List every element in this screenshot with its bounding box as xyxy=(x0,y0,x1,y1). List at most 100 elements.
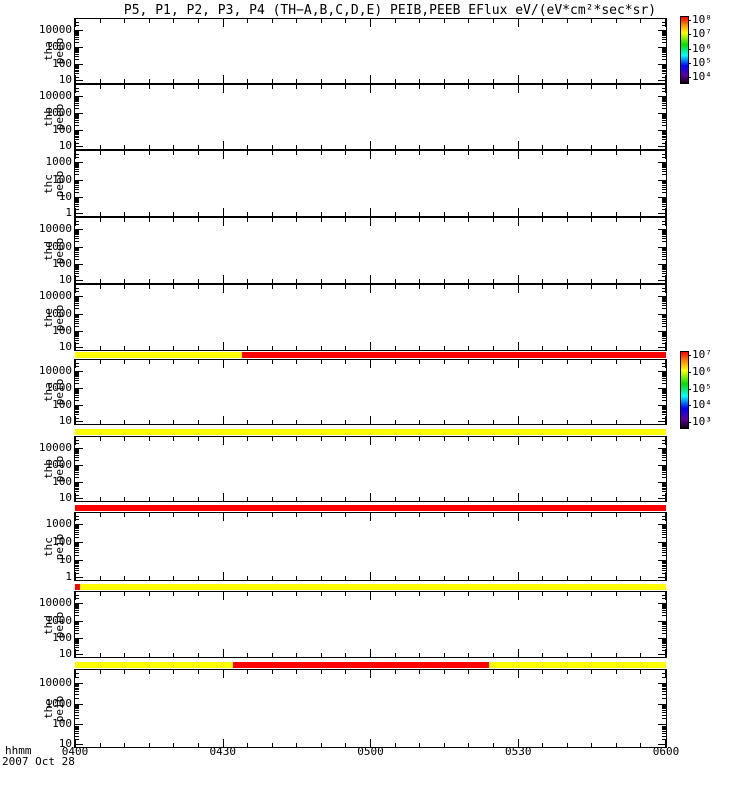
y-tick-label: 10 xyxy=(58,273,72,286)
colorbar-tick xyxy=(688,77,691,78)
status-bar-segment xyxy=(75,584,80,590)
panel-label-text: thc peeb xyxy=(42,170,66,197)
panel-box-tha-peib xyxy=(74,359,667,425)
status-bar-segment xyxy=(232,662,489,668)
colorbar-tick xyxy=(688,405,691,406)
colorbar-tick-label: 10³ xyxy=(692,415,712,428)
y-tick-label: 10 xyxy=(58,190,72,203)
axis-ticks xyxy=(75,218,666,283)
colorbar-tick xyxy=(688,63,691,64)
panel-label-text: the peeb xyxy=(42,304,66,331)
panel-box-tha-peeb xyxy=(74,18,667,84)
status-bar-tha-peib xyxy=(75,352,666,358)
colorbar-tick-label: 10⁶ xyxy=(692,41,712,55)
y-tick-label: 1000 xyxy=(45,458,73,471)
x-tick-label: 0530 xyxy=(505,745,532,758)
panel-box-the-peeb xyxy=(74,284,667,351)
panel-box-thd-peib xyxy=(74,591,667,658)
y-tick-label: 10000 xyxy=(38,441,72,454)
status-bar-segment xyxy=(242,352,666,358)
y-tick-label: 10 xyxy=(58,340,72,353)
panel-label-text: thc peib xyxy=(42,533,66,560)
y-tick-label: 1000 xyxy=(45,155,73,168)
colorbar-tick xyxy=(688,389,691,390)
y-tick-label: 100 xyxy=(52,257,72,270)
x-tick-label: 0430 xyxy=(209,745,237,758)
colorbar-2 xyxy=(680,351,689,429)
status-bar-segment xyxy=(79,584,666,590)
status-bar-segment xyxy=(75,352,243,358)
panel-box-thc-peib xyxy=(74,512,667,581)
y-tick-label: 1000 xyxy=(45,614,73,627)
y-tick-label: 10 xyxy=(58,491,72,504)
y-tick-label: 10 xyxy=(58,73,72,86)
panel-label-text: tha peeb xyxy=(42,37,66,65)
y-tick-label: 10 xyxy=(58,647,72,660)
y-tick-label: 10000 xyxy=(38,89,72,102)
panel-label-text: the peib xyxy=(42,695,66,722)
axis-ticks xyxy=(75,151,666,216)
status-bar-the-peib xyxy=(75,662,666,668)
colorbar-tick-label: 10⁴ xyxy=(692,70,712,83)
date-label: 2007 Oct 28 xyxy=(2,755,75,768)
x-tick-label: 0400 xyxy=(61,745,89,758)
y-tick-label: 100 xyxy=(52,475,72,488)
panel-label-text: thd peeb xyxy=(42,237,66,264)
y-tick-label: 100 xyxy=(52,717,72,730)
y-tick-label: 1 xyxy=(65,570,72,583)
panel-box-thc-peeb xyxy=(74,150,667,217)
y-tick-label: 1 xyxy=(65,206,72,219)
y-tick-label: 1000 xyxy=(45,517,73,530)
y-tick-label: 10000 xyxy=(38,364,72,377)
panel-label-text: thd peib xyxy=(42,611,66,638)
y-tick-label: 1000 xyxy=(45,307,73,320)
colorbar-tick xyxy=(688,34,691,35)
panel-label-text: tha peib xyxy=(42,378,66,406)
y-tick-label: 10000 xyxy=(38,289,72,302)
panel-box-thd-peeb xyxy=(74,217,667,284)
y-tick-label: 10 xyxy=(58,414,72,427)
colorbar-tick-label: 10⁵ xyxy=(692,55,712,69)
colorbar-tick-label: 10⁵ xyxy=(692,381,712,395)
y-tick-label: 10 xyxy=(58,737,72,750)
panel-box-thb-peib xyxy=(74,436,667,502)
status-bar-segment xyxy=(75,429,666,435)
colorbar-tick-label: 10⁶ xyxy=(692,364,712,378)
status-bar-segment xyxy=(75,505,666,511)
colorbar-tick-label: 10⁷ xyxy=(692,27,712,41)
y-tick-label: 10000 xyxy=(38,596,72,609)
y-tick-label: 10000 xyxy=(38,23,72,36)
panel-box-the-peib xyxy=(74,669,667,748)
x-tick-label: 0600 xyxy=(652,745,680,758)
y-tick-label: 10000 xyxy=(38,676,72,689)
y-tick-label: 1000 xyxy=(45,40,73,53)
y-tick-label: 100 xyxy=(52,123,72,136)
axis-ticks xyxy=(75,437,666,501)
status-bar-thd-peib xyxy=(75,584,666,590)
colorbar-tick xyxy=(688,20,691,21)
axis-ticks xyxy=(75,360,666,424)
x-axis-unit-label: hhmm xyxy=(5,744,32,757)
y-tick-label: 10000 xyxy=(38,222,72,235)
panel-label-text: thb peeb xyxy=(42,103,66,131)
colorbar-tick-label: 10⁴ xyxy=(692,398,712,412)
colorbar-tick xyxy=(688,49,691,50)
colorbar-tick xyxy=(688,422,691,423)
colorbar-1 xyxy=(680,16,689,84)
status-bar-thc-peib xyxy=(75,505,666,511)
axis-ticks xyxy=(75,285,666,350)
colorbar-tick-label: 10⁷ xyxy=(692,348,712,361)
y-tick-label: 100 xyxy=(52,57,72,70)
status-bar-segment xyxy=(488,662,666,668)
axis-ticks xyxy=(75,85,666,149)
y-tick-label: 1000 xyxy=(45,106,73,119)
status-bar-thb-peib xyxy=(75,429,666,435)
panel-box-thb-peeb xyxy=(74,84,667,150)
y-tick-label: 100 xyxy=(52,324,72,337)
y-tick-label: 10 xyxy=(58,553,72,566)
colorbar-tick xyxy=(688,355,691,356)
y-tick-label: 100 xyxy=(52,631,72,644)
y-tick-label: 100 xyxy=(52,398,72,411)
y-tick-label: 1000 xyxy=(45,381,73,394)
y-tick-label: 1000 xyxy=(45,240,73,253)
